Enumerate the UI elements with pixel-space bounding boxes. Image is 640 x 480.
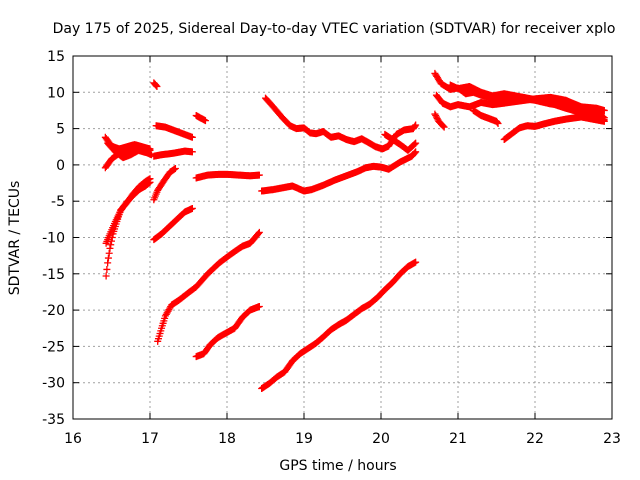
data-point	[255, 228, 263, 236]
data-series	[192, 302, 263, 361]
data-point	[412, 148, 420, 156]
data-point	[102, 272, 110, 280]
data-point	[153, 82, 161, 90]
data-point	[440, 123, 448, 131]
y-axis-label: SDTVAR / TECUs	[7, 181, 23, 296]
data-point	[171, 165, 179, 173]
data-point	[254, 230, 262, 238]
x-tick-label: 23	[603, 431, 621, 447]
y-tick-label: -15	[42, 267, 65, 283]
data-series	[258, 258, 420, 393]
chart-title: Day 175 of 2025, Sidereal Day-to-day VTE…	[53, 21, 616, 37]
grid	[73, 56, 612, 419]
data-point	[255, 171, 263, 179]
data-series	[446, 81, 608, 124]
data-series	[258, 148, 420, 195]
data-point	[103, 265, 111, 273]
data-series	[192, 112, 209, 125]
x-tick-label: 22	[526, 431, 544, 447]
data-point	[106, 244, 114, 252]
y-tick-label: -5	[51, 194, 65, 210]
data-point	[104, 254, 112, 262]
data-point	[188, 133, 196, 141]
x-tick-label: 21	[449, 431, 467, 447]
data-point	[188, 204, 196, 212]
data-point	[600, 106, 608, 114]
y-tick-label: -25	[42, 339, 65, 355]
y-tick-label: -30	[42, 376, 65, 392]
data-series	[432, 91, 608, 122]
data-series	[381, 130, 420, 154]
data-point	[439, 122, 447, 130]
x-tick-label: 20	[372, 431, 390, 447]
data-series	[150, 204, 196, 244]
data-series	[152, 122, 196, 141]
data-point	[412, 258, 420, 266]
data-series	[102, 178, 154, 247]
x-tick-label: 18	[218, 431, 236, 447]
data-point	[146, 178, 154, 186]
data-point	[104, 259, 112, 267]
data-series	[431, 110, 448, 131]
x-tick-label: 16	[64, 431, 82, 447]
y-tick-label: -35	[42, 412, 65, 428]
data-point	[412, 121, 420, 129]
x-tick-label: 19	[295, 431, 313, 447]
data-series	[104, 139, 156, 162]
data-point	[201, 117, 209, 125]
data-point	[600, 116, 608, 124]
x-axis-label: GPS time / hours	[279, 458, 396, 474]
y-tick-label: 5	[56, 122, 65, 138]
data-point	[411, 149, 419, 157]
y-tick-label: -20	[42, 303, 65, 319]
y-tick-label: 15	[47, 49, 65, 65]
data-series	[469, 106, 502, 128]
data-series	[192, 170, 263, 182]
plot-area	[101, 69, 608, 393]
data-point	[145, 179, 153, 187]
data-point	[411, 122, 419, 130]
data-point	[412, 139, 420, 147]
data-series	[150, 165, 179, 204]
data-point	[105, 249, 113, 257]
data-point	[188, 148, 196, 156]
y-tick-label: -10	[42, 231, 65, 247]
data-point	[255, 302, 263, 310]
y-tick-label: 10	[47, 85, 65, 101]
data-series	[150, 79, 161, 90]
x-tick-label: 17	[141, 431, 159, 447]
data-series	[154, 228, 263, 345]
data-point	[493, 118, 501, 126]
data-point	[411, 140, 419, 148]
y-tick-label: 0	[56, 158, 65, 174]
data-point	[107, 241, 115, 249]
data-point	[494, 120, 502, 128]
data-series	[262, 94, 420, 153]
data-point	[152, 82, 160, 90]
data-series	[150, 147, 196, 160]
axes: 16 17 18 19 20 21 22 23 -35 -30 -25 -20 -15 -10 -5 0 5 10…	[42, 49, 621, 447]
